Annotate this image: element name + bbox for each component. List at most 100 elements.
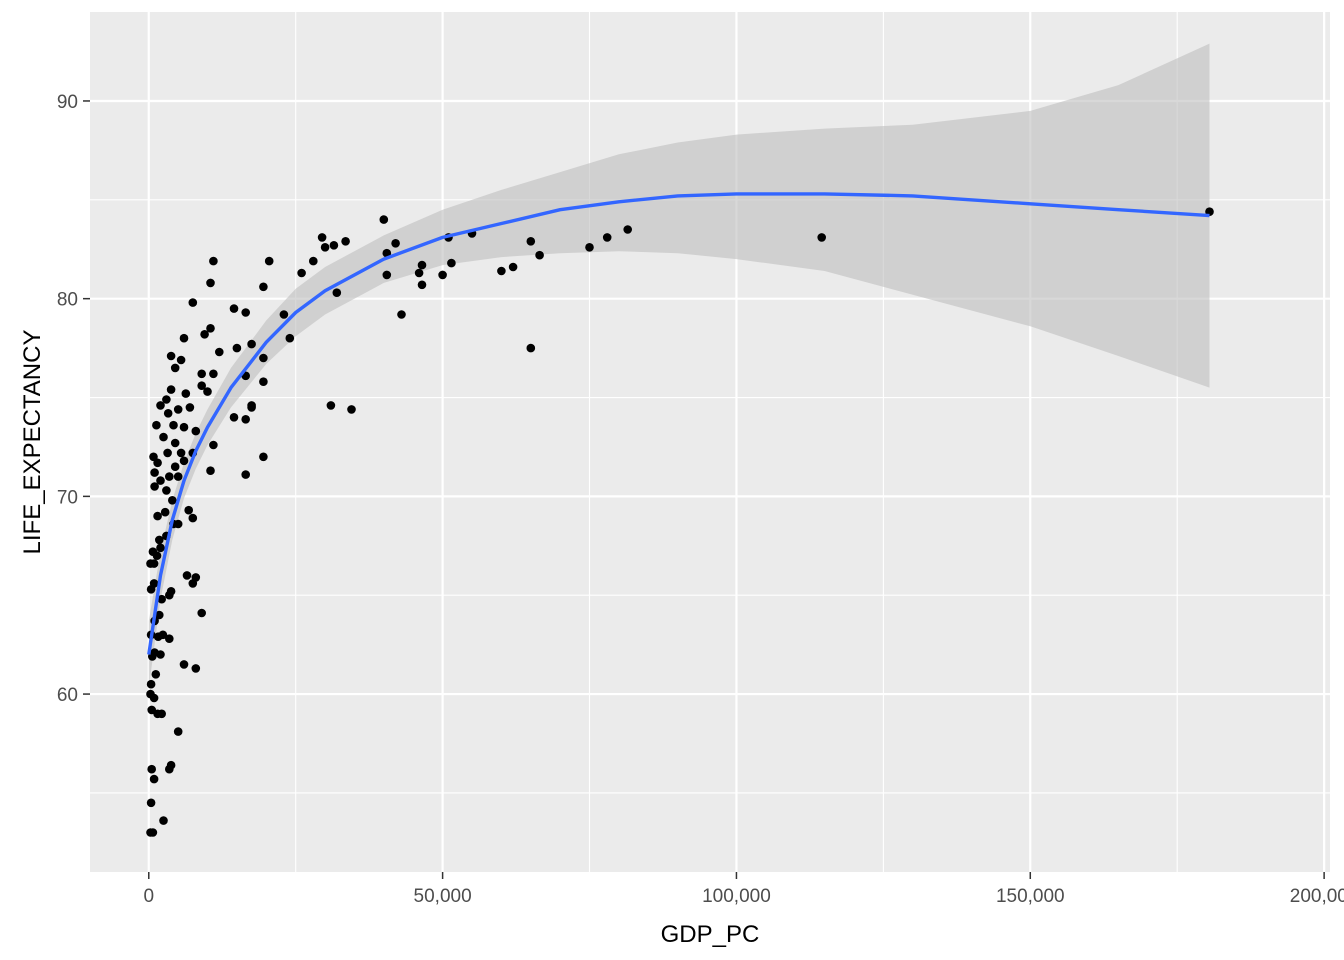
data-point [188,579,198,588]
y-axis-title: LIFE_EXPECTANCY [19,330,46,555]
data-point [215,347,224,357]
y-tick-label: 80 [57,290,78,311]
data-point [332,288,342,298]
data-point [179,333,189,343]
data-point [309,256,318,266]
data-point [259,452,268,462]
data-point [156,401,165,410]
data-point [182,571,192,580]
data-point [417,260,427,270]
data-point [382,248,392,258]
data-points [146,207,1214,837]
data-point [526,237,536,246]
data-point [188,298,198,307]
x-axis-title: GDP_PC [661,921,760,948]
data-point [158,630,168,640]
data-point [166,760,176,770]
data-point [152,420,161,430]
data-point [179,456,189,466]
data-point [279,310,289,319]
data-point [160,507,170,517]
data-point [153,458,162,468]
data-point [417,280,427,290]
data-point [170,438,180,448]
confidence-ribbon [148,43,1210,689]
data-point [146,679,156,689]
x-tick-label: 200,000 [1290,886,1344,907]
data-point [156,543,165,553]
smooth-line [147,192,1210,655]
data-point [382,270,392,280]
data-point [191,664,201,673]
data-point [181,389,191,398]
data-point [297,268,306,278]
data-point [508,262,518,272]
data-point [602,233,612,242]
data-point [150,482,159,491]
data-point [497,266,506,276]
data-point [535,250,544,260]
data-point [329,241,339,250]
data-point [247,401,256,410]
data-point [148,828,158,837]
x-tick-label: 150,000 [996,886,1065,907]
data-point [229,413,239,422]
data-point [447,258,456,268]
data-point [326,401,336,410]
data-point [173,405,183,414]
data-point [149,452,158,462]
data-point [176,448,186,458]
data-point [155,535,164,545]
data-point [157,594,166,604]
data-point [165,634,174,643]
x-tick-label: 50,000 [414,886,472,907]
data-point [149,559,159,568]
data-point [320,243,330,252]
data-point [247,339,256,349]
data-point [623,225,632,234]
data-point [817,233,826,242]
data-point [163,409,173,418]
data-point [173,472,183,481]
data-point [147,764,156,774]
data-point [200,330,209,339]
y-tick-label: 70 [57,487,78,508]
data-point [149,774,159,784]
data-point [241,470,250,479]
data-point [197,608,206,618]
data-point [165,472,174,481]
data-point [163,448,172,458]
data-point [206,324,215,333]
data-point [166,587,176,596]
data-point [209,256,218,266]
data-point [285,333,295,343]
data-point [229,304,239,313]
data-point [241,308,250,317]
data-point [585,243,594,252]
data-point [153,511,162,521]
y-tick-label: 60 [57,685,78,706]
data-point [170,363,180,373]
data-point [162,395,171,404]
data-point [176,355,186,365]
data-point [259,282,268,292]
data-point [232,343,242,353]
data-point [397,310,406,319]
data-point [438,270,447,280]
x-tick-label: 0 [143,886,154,907]
data-point [259,353,268,363]
data-point [264,256,274,266]
data-point [414,268,424,278]
data-point [185,403,195,412]
y-axis: 60 70 80 90 [57,92,90,706]
data-point [146,798,156,808]
data-point [170,462,180,472]
data-point [241,415,250,424]
data-point [206,278,215,288]
data-point [168,496,177,505]
data-point [179,422,189,432]
data-point [155,610,164,620]
data-point [203,387,212,396]
data-point [379,215,389,224]
y-tick-label: 90 [57,92,78,113]
